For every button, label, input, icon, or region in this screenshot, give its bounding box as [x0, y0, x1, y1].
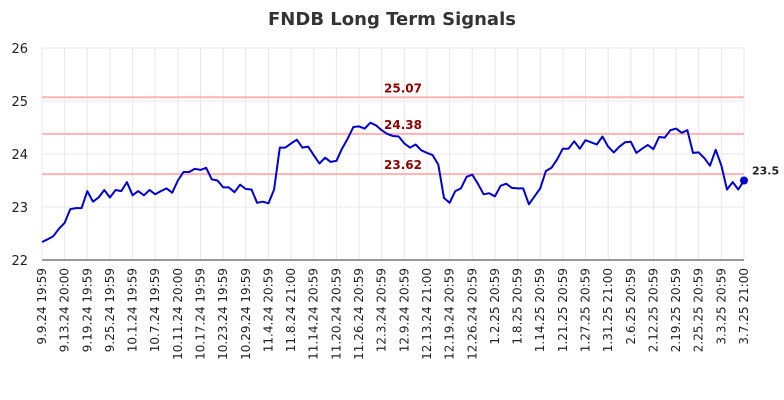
x-tick-label: 2.25.25 20:59: [692, 268, 706, 352]
last-price-point: [740, 176, 748, 185]
x-tick-label: 2.12.25 20:59: [646, 268, 660, 352]
x-tick-label: 3.7.25 21:00: [737, 268, 751, 345]
y-tick-label: 25: [11, 95, 28, 110]
x-tick-label: 9.19.24 19:59: [80, 268, 94, 352]
signal-level-label: 25.07: [384, 81, 422, 95]
tick-labels: 22 23 24 25 26 9.9.24 19:59 9.13.24 20:00 9.19.…: [11, 42, 779, 360]
y-tick-label: 22: [11, 254, 28, 269]
signal-levels: 25.07 24.38 23.62: [42, 81, 744, 176]
x-tick-label: 12.3.24 20:59: [375, 268, 389, 352]
x-tick-label: 10.11.24 20:00: [171, 268, 185, 360]
x-tick-label: 2.19.25 20:59: [669, 268, 683, 352]
x-tick-label: 1.27.25 20:59: [578, 268, 592, 352]
y-tick-label: 24: [11, 148, 28, 163]
x-tick-label: 1.2.25 20:59: [488, 268, 502, 345]
price-series: [41, 121, 748, 243]
signal-level-label: 24.38: [384, 118, 422, 132]
x-tick-label: 12.26.24 20:59: [465, 268, 479, 360]
chart-title: FNDB Long Term Signals: [268, 9, 516, 30]
x-tick-label: 10.17.24 19:59: [194, 268, 208, 360]
x-tick-label: 10.1.24 19:59: [126, 268, 140, 352]
x-tick-label: 10.7.24 19:59: [148, 268, 162, 352]
grid: [41, 47, 745, 261]
x-tick-label: 11.8.24 21:00: [284, 268, 298, 352]
x-tick-label: 11.4.24 20:59: [261, 268, 275, 352]
x-tick-label: 12.13.24 21:00: [420, 268, 434, 360]
signal-level-label: 23.62: [384, 158, 422, 172]
price-line: [41, 121, 745, 243]
x-tick-label: 1.14.25 20:59: [533, 268, 547, 352]
x-tick-label: 2.6.25 20:59: [624, 268, 638, 345]
x-tick-label: 9.13.24 20:00: [58, 268, 72, 352]
x-tick-label: 1.21.25 20:59: [556, 268, 570, 352]
y-tick-label: 26: [11, 42, 28, 57]
x-tick-label: 11.20.24 20:59: [329, 268, 343, 360]
x-tick-label: 3.3.25 20:59: [714, 268, 728, 345]
x-tick-label: 10.23.24 19:59: [216, 268, 230, 360]
last-price-label: 23.5: [752, 165, 779, 178]
x-tick-label: 10.29.24 19:59: [239, 268, 253, 360]
x-tick-label: 11.26.24 20:59: [352, 268, 366, 360]
x-tick-label: 9.9.24 19:59: [35, 268, 49, 345]
x-tick-label: 12.9.24 20:59: [397, 268, 411, 352]
x-tick-label: 1.31.25 21:00: [601, 268, 615, 352]
x-tick-label: 11.14.24 20:59: [307, 268, 321, 360]
x-tick-label: 1.8.25 20:59: [511, 268, 525, 345]
x-tick-label: 12.19.24 20:59: [443, 268, 457, 360]
y-tick-label: 23: [11, 201, 28, 216]
x-tick-label: 9.25.24 19:59: [103, 268, 117, 352]
